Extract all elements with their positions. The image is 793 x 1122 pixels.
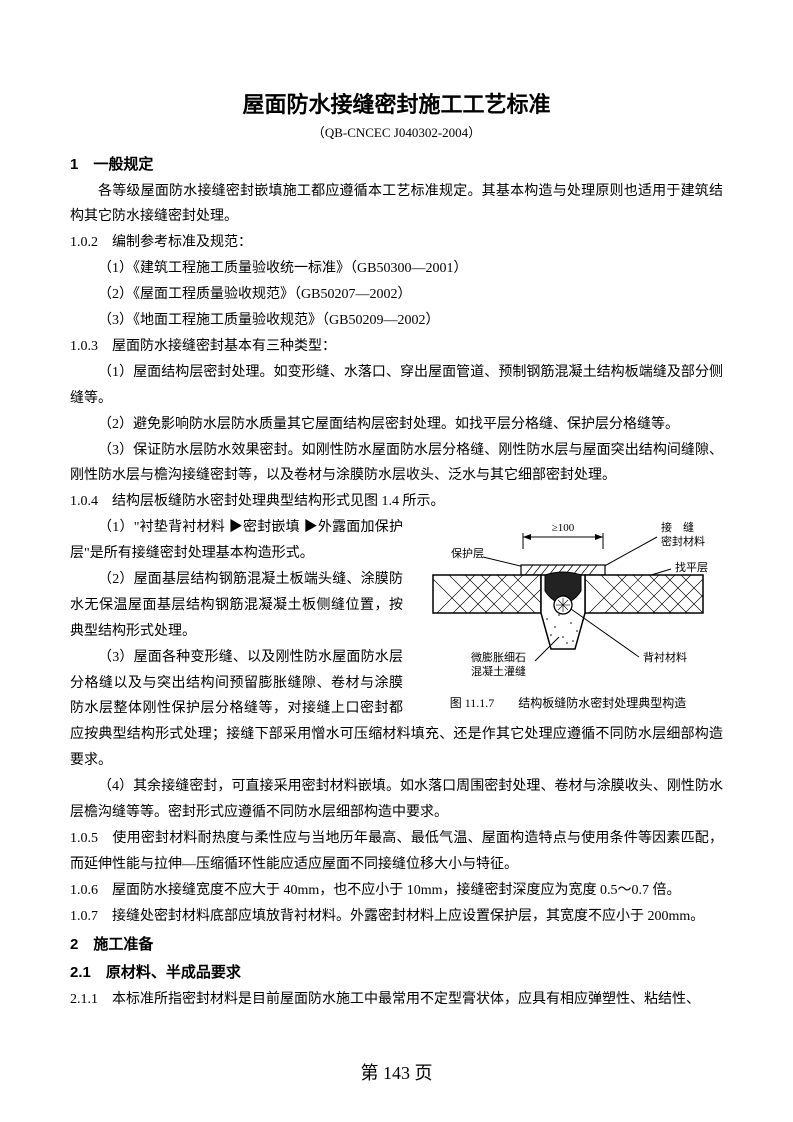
ref-standard-2: （2）《屋面工程质量验收规范》（GB50207—2002） [70,282,723,308]
label-grout-a: 微膨胀细石 [471,650,526,664]
clause-1-0-2: 1.0.2 编制参考标准及规范： [70,230,723,256]
page-number: 第 143 页 [0,1057,793,1090]
label-level: 找平层 [675,560,708,574]
clause-1-0-4: 1.0.4 结构层板缝防水密封处理典型结构形式见图 1.4 所示。 [70,489,723,515]
label-backer: 背衬材料 [643,650,687,664]
ref-standard-3: （3）《地面工程施工质量验收规范》（GB50209—2002） [70,308,723,334]
clause-2-1-1: 2.1.1 本标准所指密封材料是目前屋面防水施工中最常用不定型膏状体，应具有相应… [70,987,723,1013]
dim-label: ≥100 [552,522,575,534]
figure-wrap: ≥100 接 缝 密封材料 保护层 找平层 [70,515,723,774]
label-protect: 保护层 [451,546,484,560]
clause-1-0-3-1: （1）屋面结构层密封处理。如变形缝、水落口、穿出屋面管道、预制钢筋混凝土结构板端… [70,360,723,412]
clause-1-0-3: 1.0.3 屋面防水接缝密封基本有三种类型： [70,334,723,360]
clause-1-0-7: 1.0.7 接缝处密封材料底部应填放背衬材料。外露密封材料上应设置保护层，其宽度… [70,904,723,930]
standard-code: （QB-CNCEC J040302-2004） [70,121,723,145]
clause-1-0-4-4: （4）其余接缝密封，可直接采用密封材料嵌填。如水落口周围密封处理、卷材与涂膜收头… [70,774,723,826]
clause-1-0-6: 1.0.6 屋面防水接缝宽度不应大于 40mm，也不应小于 10mm，接缝密封深… [70,878,723,904]
section-2-1-heading: 2.1 原材料、半成品要求 [70,959,723,987]
clause-1-0-5: 1.0.5 使用密封材料耐热度与柔性应与当地历年最高、最低气温、屋面构造特点与使… [70,826,723,878]
ref-standard-1: （1）《建筑工程施工质量验收统一标准》（GB50300—2001） [70,256,723,282]
section-1-heading: 1 一般规定 [70,151,723,179]
label-joint-b: 密封材料 [661,534,705,548]
figure-svg: ≥100 接 缝 密封材料 保护层 找平层 [413,519,723,689]
clause-1-0-3-3: （3）保证防水层防水效果密封。如刚性防水屋面防水层分格缝、刚性防水层与屋面突出结… [70,438,723,490]
clause-1-0-3-2: （2）避免影响防水层防水质量其它屋面结构层密封处理。如找平层分格缝、保护层分格缝… [70,412,723,438]
label-joint-a: 接 缝 [661,520,694,534]
section-1-intro: 各等级屋面防水接缝密封嵌填施工都应遵循本工艺标准规定。其基本构造与处理原则也适用… [70,179,723,231]
figure-11-1-7: ≥100 接 缝 密封材料 保护层 找平层 [413,519,723,712]
figure-caption: 图 11.1.7 结构板缝防水密封处理典型构造 [413,695,723,712]
section-2-heading: 2 施工准备 [70,931,723,959]
label-grout-b: 混凝土灌缝 [471,664,526,678]
page-title: 屋面防水接缝密封施工工艺标准 [70,90,723,121]
